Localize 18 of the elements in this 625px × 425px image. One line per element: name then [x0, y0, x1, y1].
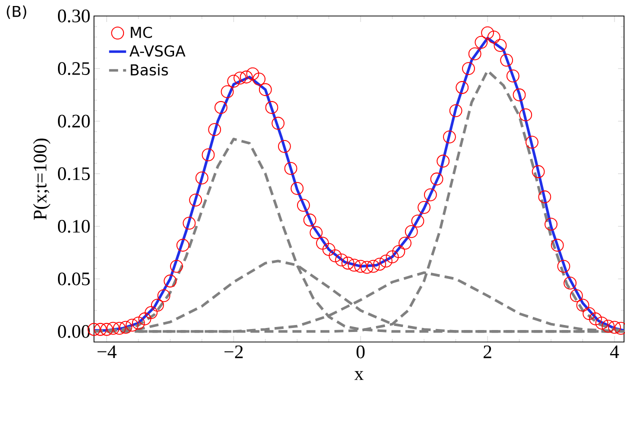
- y-axis-title: P(x;t=100): [33, 138, 50, 220]
- x-tick-label: −2: [224, 346, 243, 358]
- x-tick-label: 2: [484, 346, 492, 358]
- x-tick-label: −4: [98, 346, 117, 358]
- y-tick-label: 0.10: [58, 220, 90, 233]
- legend-label: Basis: [130, 64, 168, 76]
- text: (B): [6, 6, 26, 19]
- y-tick-label: 0.15: [58, 167, 90, 180]
- x-tick-label: 0: [356, 346, 365, 358]
- x-tick-label: 4: [610, 346, 619, 358]
- y-tick-label: 0.00: [58, 325, 90, 338]
- y-tick-label: 0.05: [58, 272, 90, 286]
- legend-label: A-VSGA: [130, 45, 186, 57]
- x-axis-title: x: [354, 371, 364, 380]
- y-tick-label: 0.20: [58, 114, 90, 128]
- y-tick-label: 0.30: [58, 10, 90, 22]
- y-tick-label: 0.25: [58, 62, 90, 76]
- legend-label: MC: [130, 26, 152, 38]
